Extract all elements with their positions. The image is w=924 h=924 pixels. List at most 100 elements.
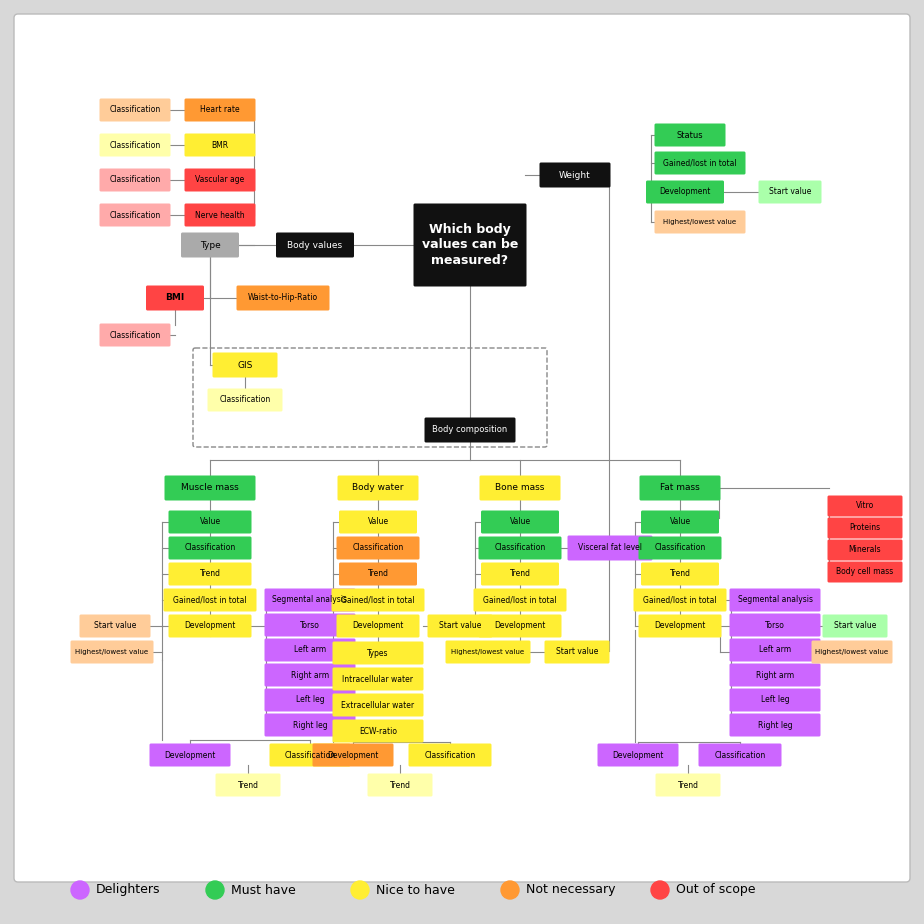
- Text: Must have: Must have: [231, 883, 296, 896]
- FancyBboxPatch shape: [333, 667, 423, 690]
- Text: Segmental analysis: Segmental analysis: [273, 595, 347, 604]
- Text: Trend: Trend: [670, 569, 690, 578]
- FancyBboxPatch shape: [638, 614, 722, 638]
- FancyBboxPatch shape: [646, 180, 724, 203]
- FancyBboxPatch shape: [100, 133, 171, 156]
- FancyBboxPatch shape: [822, 614, 887, 638]
- FancyBboxPatch shape: [336, 537, 419, 560]
- Text: Status: Status: [676, 130, 703, 140]
- FancyBboxPatch shape: [480, 476, 561, 501]
- Text: Development: Development: [654, 622, 706, 630]
- FancyBboxPatch shape: [168, 537, 251, 560]
- FancyBboxPatch shape: [79, 614, 151, 638]
- Text: Body composition: Body composition: [432, 425, 507, 434]
- Text: Minerals: Minerals: [848, 545, 881, 554]
- Text: Type: Type: [200, 240, 221, 249]
- FancyBboxPatch shape: [312, 744, 394, 767]
- Text: Left arm: Left arm: [294, 646, 326, 654]
- FancyBboxPatch shape: [639, 476, 721, 501]
- FancyBboxPatch shape: [14, 14, 910, 882]
- Text: Torso: Torso: [765, 621, 784, 629]
- Text: Development: Development: [660, 188, 711, 197]
- FancyBboxPatch shape: [264, 663, 356, 687]
- Text: Weight: Weight: [559, 171, 590, 179]
- FancyBboxPatch shape: [336, 614, 419, 638]
- FancyBboxPatch shape: [445, 640, 530, 663]
- Text: Extracellular water: Extracellular water: [342, 700, 415, 710]
- FancyBboxPatch shape: [333, 641, 423, 664]
- Text: Proteins: Proteins: [849, 524, 881, 532]
- Text: Development: Development: [184, 622, 236, 630]
- FancyBboxPatch shape: [264, 638, 356, 662]
- Text: Vitro: Vitro: [856, 502, 874, 510]
- Text: Development: Development: [352, 622, 404, 630]
- FancyBboxPatch shape: [264, 614, 356, 637]
- FancyBboxPatch shape: [730, 663, 821, 687]
- FancyBboxPatch shape: [759, 180, 821, 203]
- Text: Highest/lowest value: Highest/lowest value: [816, 649, 889, 655]
- Text: Body cell mass: Body cell mass: [836, 567, 894, 577]
- Text: Value: Value: [509, 517, 530, 527]
- Text: Waist-to-Hip-Ratio: Waist-to-Hip-Ratio: [248, 294, 318, 302]
- Text: Classification: Classification: [109, 140, 161, 150]
- Text: Torso: Torso: [300, 621, 320, 629]
- Text: Development: Development: [327, 750, 379, 760]
- FancyBboxPatch shape: [264, 688, 356, 711]
- FancyBboxPatch shape: [332, 589, 424, 612]
- FancyBboxPatch shape: [473, 589, 566, 612]
- FancyBboxPatch shape: [655, 773, 721, 796]
- Circle shape: [351, 881, 369, 899]
- Text: Trend: Trend: [200, 569, 221, 578]
- FancyBboxPatch shape: [208, 388, 283, 411]
- FancyBboxPatch shape: [168, 563, 251, 586]
- FancyBboxPatch shape: [100, 323, 171, 346]
- FancyBboxPatch shape: [333, 720, 423, 743]
- FancyBboxPatch shape: [730, 589, 821, 612]
- FancyBboxPatch shape: [414, 203, 527, 286]
- FancyBboxPatch shape: [276, 233, 354, 258]
- Text: Value: Value: [669, 517, 690, 527]
- FancyBboxPatch shape: [185, 99, 256, 121]
- FancyBboxPatch shape: [481, 510, 559, 533]
- Text: Classification: Classification: [352, 543, 404, 553]
- FancyBboxPatch shape: [185, 203, 256, 226]
- FancyBboxPatch shape: [730, 614, 821, 637]
- Text: Classification: Classification: [714, 750, 766, 760]
- Text: Value: Value: [368, 517, 389, 527]
- FancyBboxPatch shape: [264, 713, 356, 736]
- Text: Trend: Trend: [390, 781, 410, 789]
- Text: Muscle mass: Muscle mass: [181, 483, 239, 492]
- Text: Start value: Start value: [439, 622, 481, 630]
- Text: Classification: Classification: [185, 543, 236, 553]
- FancyBboxPatch shape: [100, 168, 171, 191]
- FancyBboxPatch shape: [368, 773, 432, 796]
- Text: Classification: Classification: [109, 105, 161, 115]
- FancyBboxPatch shape: [185, 133, 256, 156]
- Text: Nice to have: Nice to have: [376, 883, 455, 896]
- Circle shape: [651, 881, 669, 899]
- FancyBboxPatch shape: [100, 99, 171, 121]
- Text: Development: Development: [613, 750, 663, 760]
- Text: Start value: Start value: [769, 188, 811, 197]
- FancyBboxPatch shape: [828, 517, 903, 539]
- FancyBboxPatch shape: [146, 286, 204, 310]
- Text: Right leg: Right leg: [758, 721, 792, 730]
- Text: Value: Value: [200, 517, 221, 527]
- Text: Delighters: Delighters: [96, 883, 161, 896]
- FancyBboxPatch shape: [168, 510, 251, 533]
- FancyBboxPatch shape: [100, 203, 171, 226]
- FancyBboxPatch shape: [150, 744, 230, 767]
- FancyBboxPatch shape: [237, 286, 330, 310]
- Text: Vascular age: Vascular age: [195, 176, 245, 185]
- FancyBboxPatch shape: [481, 563, 559, 586]
- Text: Trend: Trend: [237, 781, 259, 789]
- Text: Right leg: Right leg: [293, 721, 327, 730]
- Text: Classification: Classification: [109, 331, 161, 339]
- FancyBboxPatch shape: [479, 537, 562, 560]
- Text: Start value: Start value: [556, 648, 598, 656]
- FancyBboxPatch shape: [479, 614, 562, 638]
- Circle shape: [206, 881, 224, 899]
- Text: Out of scope: Out of scope: [676, 883, 756, 896]
- FancyBboxPatch shape: [641, 510, 719, 533]
- FancyBboxPatch shape: [428, 614, 492, 638]
